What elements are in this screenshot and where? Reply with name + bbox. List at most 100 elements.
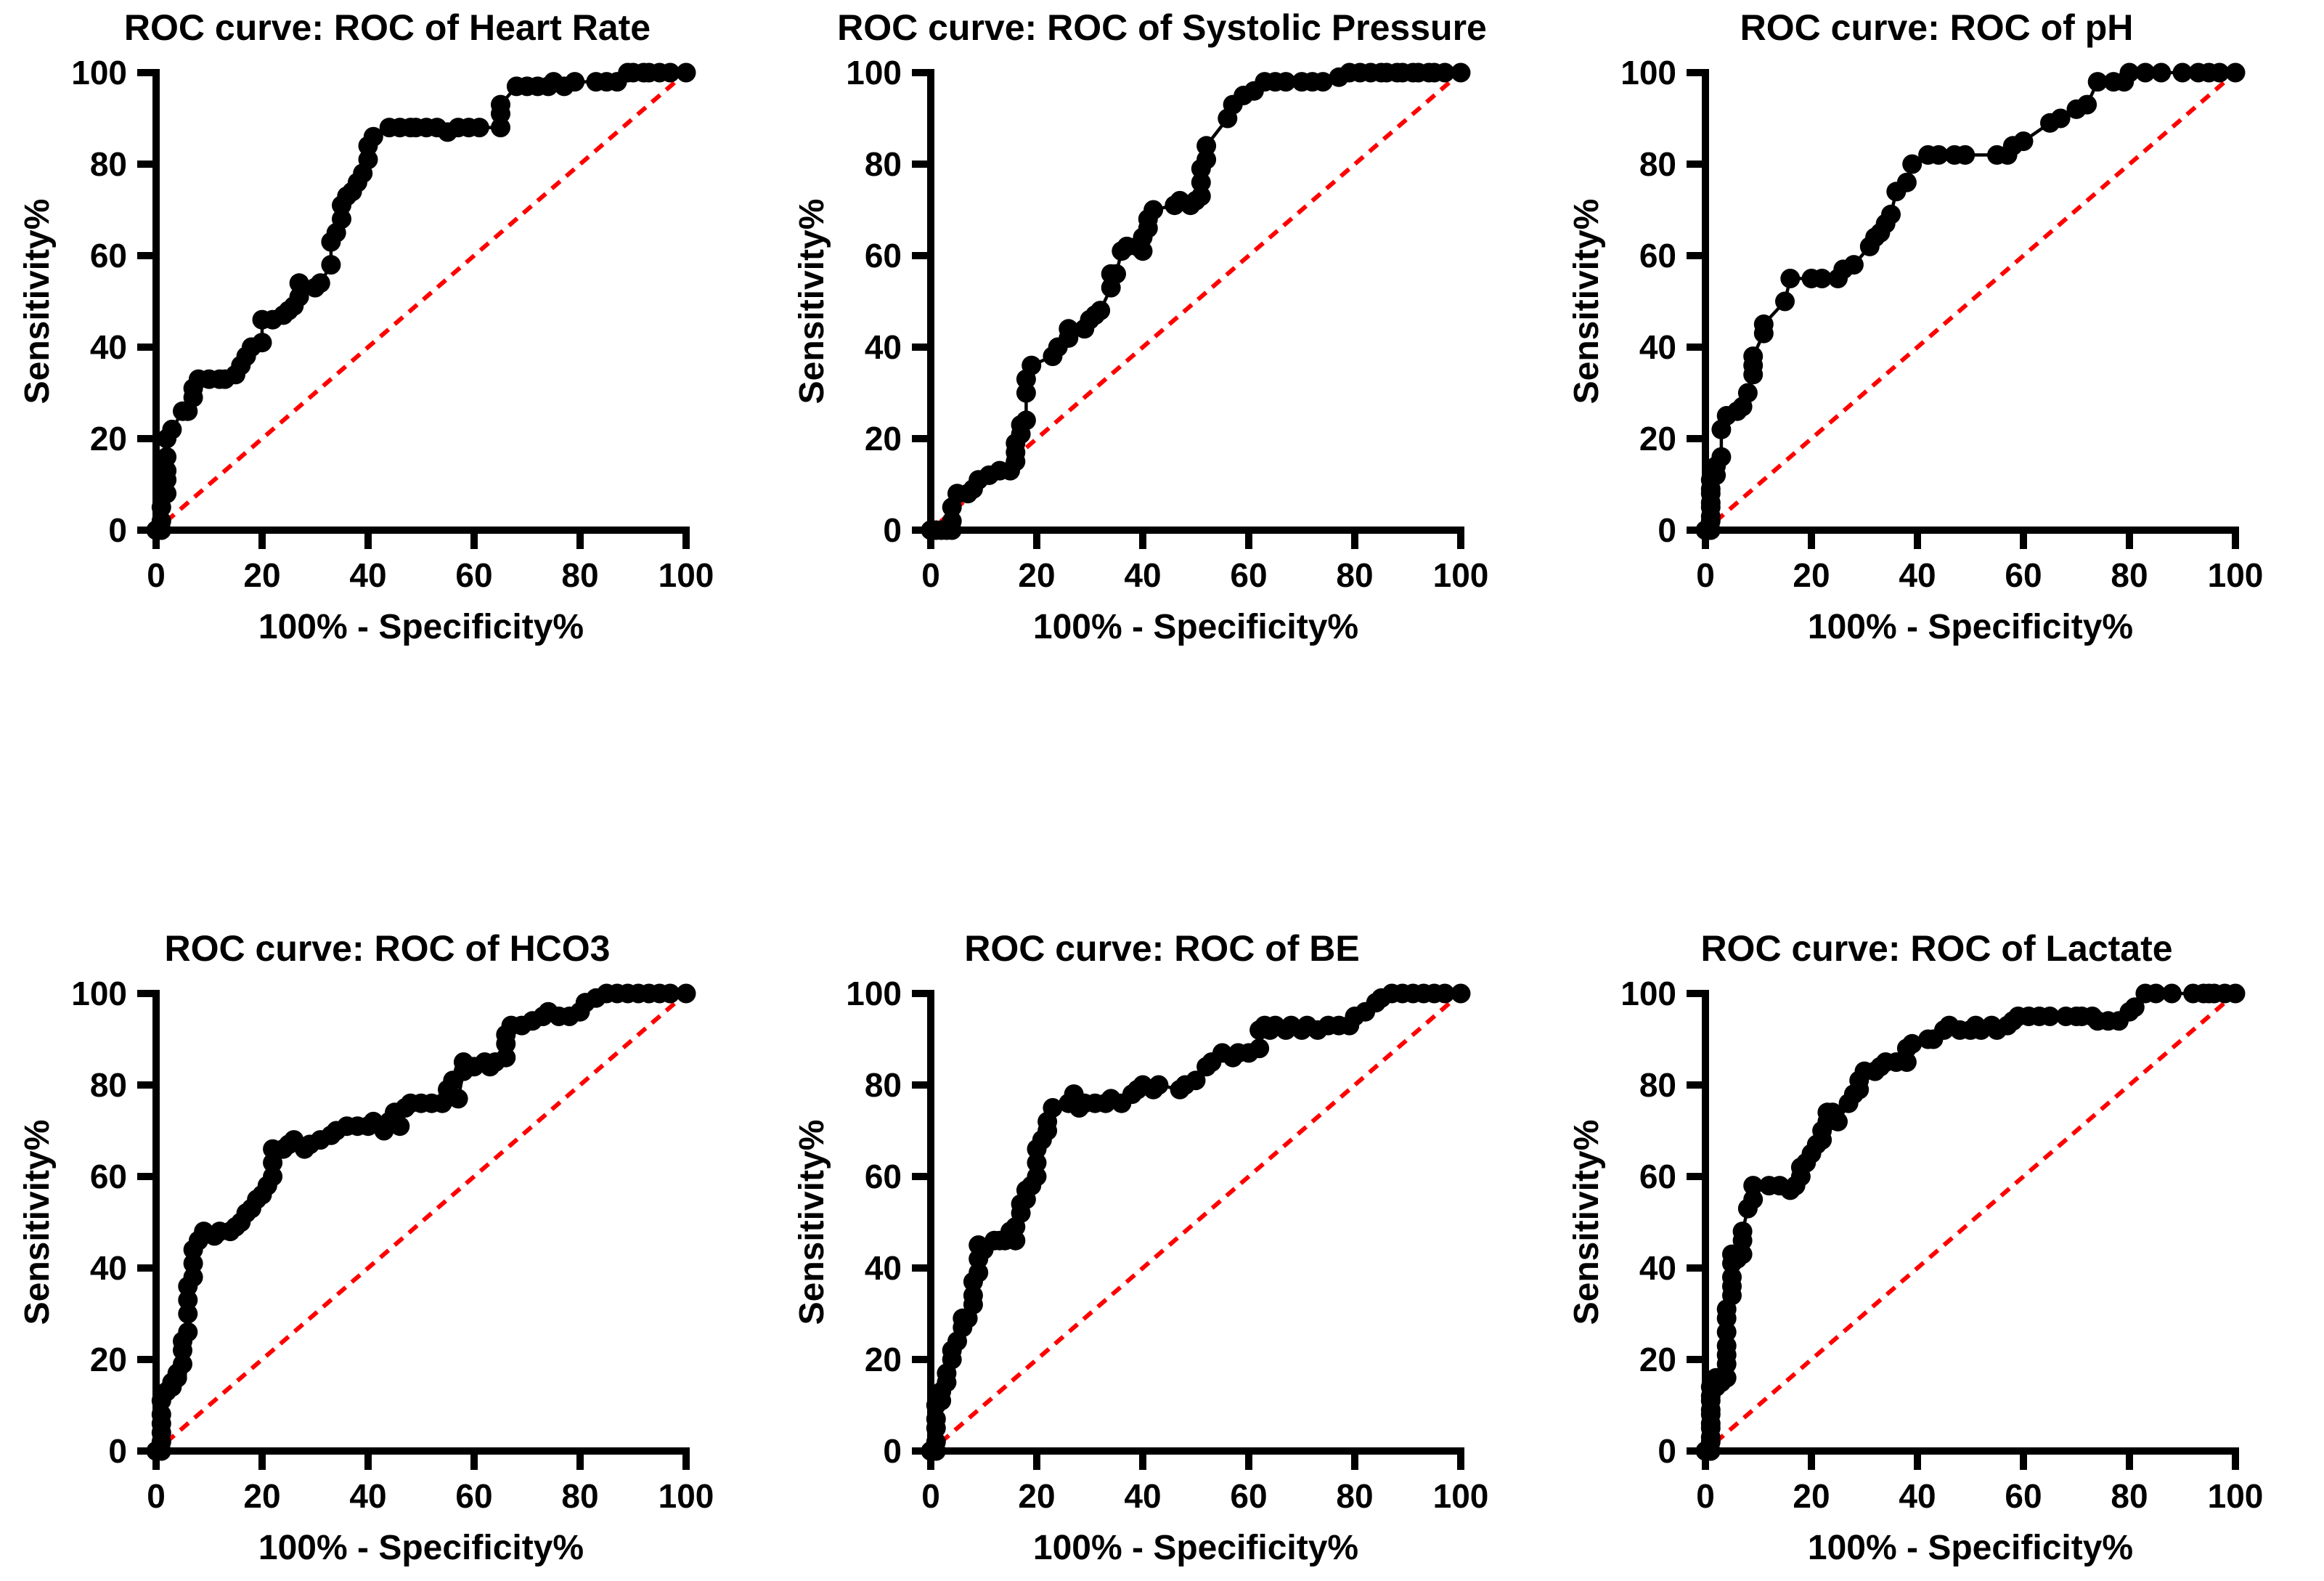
data-point: [321, 255, 341, 275]
data-point: [1753, 314, 1774, 334]
roc-chart-be: 0 20 40 60 80 100 0 20 40 60 80 100: [846, 975, 1489, 1515]
y-tick-label: 100: [846, 54, 902, 92]
y-tick-label: 20: [865, 1341, 902, 1378]
data-point: [1737, 383, 1758, 403]
data-point: [1143, 200, 1164, 220]
data-point: [2119, 62, 2140, 83]
y-tick-label: 60: [865, 1158, 902, 1195]
y-tick-label: 60: [1639, 1158, 1676, 1195]
x-tick-label: 20: [1018, 556, 1055, 594]
chart-block-systolic-pressure: ROC curve: ROC of Systolic Pressure 0 20 4…: [775, 7, 1549, 654]
data-point: [183, 1267, 203, 1288]
x-tick-label: 80: [2111, 556, 2148, 594]
data-point: [2077, 94, 2097, 115]
panel-systolic-pressure: ROC curve: ROC of Systolic Pressure 0 20 4…: [775, 0, 1549, 790]
chart-title: ROC curve: ROC of HCO3: [164, 928, 611, 969]
x-tick-label: 60: [455, 556, 492, 594]
y-tick-label: 0: [883, 1432, 902, 1470]
roc-chart-ph: 0 20 40 60 80 100 0 20 40 60 80 100: [1620, 54, 2263, 594]
x-tick-label: 40: [349, 556, 386, 594]
data-point: [252, 333, 272, 353]
data-point: [157, 460, 177, 481]
data-point: [157, 484, 177, 504]
data-point: [1828, 1111, 1848, 1131]
data-point: [469, 118, 489, 138]
axis-ticks: 0 20 40 60 80 100 0 20 40 60 80 100: [71, 54, 714, 594]
x-axis-label: 100% - Specificity%: [1807, 1529, 2134, 1567]
x-tick-label: 80: [2111, 1477, 2148, 1515]
x-axis-label: 100% - Specificity%: [258, 608, 584, 646]
data-point: [1780, 269, 1801, 288]
data-point: [491, 94, 510, 115]
data-point: [1716, 1367, 1737, 1388]
data-point: [1435, 62, 1455, 83]
data-point: [390, 1116, 410, 1137]
y-tick-label: 80: [90, 1066, 127, 1104]
data-point: [1006, 1230, 1026, 1251]
data-point: [1133, 241, 1153, 261]
data-point: [1090, 301, 1111, 321]
data-point: [1186, 1070, 1206, 1091]
x-tick-label: 60: [2005, 556, 2042, 594]
chart-block-lactate: ROC curve: ROC of Lactate 0 20 40 60 80 100 0 2…: [1549, 928, 2324, 1574]
x-tick-label: 0: [1696, 1477, 1715, 1515]
y-tick-label: 20: [90, 1341, 127, 1378]
x-tick-label: 20: [243, 556, 280, 594]
y-tick-label: 0: [108, 511, 127, 549]
y-tick-label: 80: [1639, 145, 1676, 183]
x-tick-label: 40: [1124, 1477, 1161, 1515]
y-tick-label: 40: [90, 328, 127, 366]
data-point: [2161, 983, 2182, 1004]
roc-chart-lactate: 0 20 40 60 80 100 0 20 40 60 80 100: [1620, 975, 2263, 1515]
y-tick-label: 100: [71, 975, 127, 1012]
x-tick-label: 20: [243, 1477, 280, 1515]
x-tick-label: 80: [561, 556, 598, 594]
x-tick-label: 100: [1433, 1477, 1489, 1515]
chart-block-ph: ROC curve: ROC of pH 0 20 40 60 80 100 0 20 40 60…: [1549, 7, 2324, 654]
data-point: [2225, 62, 2246, 83]
data-point: [676, 62, 696, 83]
data-point: [2050, 108, 2071, 129]
chart-title: ROC curve: ROC of Systolic Pressure: [837, 7, 1487, 48]
data-point: [448, 1089, 468, 1109]
x-tick-label: 20: [1793, 1477, 1830, 1515]
data-point: [1016, 383, 1036, 403]
data-point: [1435, 983, 1455, 1004]
data-point: [1059, 319, 1079, 339]
data-point: [183, 1253, 203, 1274]
y-tick-label: 100: [846, 975, 902, 1012]
y-tick-label: 0: [1658, 1432, 1676, 1470]
y-tick-label: 20: [1639, 1341, 1676, 1378]
data-point: [1451, 62, 1471, 83]
x-tick-label: 40: [1899, 1477, 1936, 1515]
data-point: [1902, 1033, 1923, 1054]
data-point: [1743, 1190, 1764, 1209]
x-tick-label: 60: [2005, 1477, 2042, 1515]
data-point: [2172, 62, 2193, 83]
roc-curve-line: [1705, 991, 2235, 1453]
chart-block-heart-rate: ROC curve: ROC of Heart Rate 0 20 40 60 80 10…: [0, 7, 775, 654]
x-tick-label: 100: [659, 556, 714, 594]
data-point: [2135, 62, 2156, 83]
roc-data-points: [146, 62, 696, 540]
data-point: [660, 983, 680, 1004]
x-tick-label: 100: [659, 1477, 714, 1515]
data-point: [1928, 145, 1949, 165]
y-tick-label: 40: [1639, 1249, 1676, 1287]
y-tick-label: 40: [1639, 328, 1676, 366]
chart-title: ROC curve: ROC of BE: [964, 928, 1360, 969]
y-tick-label: 100: [1620, 975, 1676, 1012]
data-point: [178, 1290, 198, 1310]
y-tick-label: 0: [108, 1432, 127, 1470]
y-axis-label: Sensitivity%: [1567, 1119, 1606, 1325]
y-axis-label: Sensitivity%: [793, 1119, 831, 1325]
axes: [1702, 990, 2239, 1455]
data-point: [1812, 269, 1832, 288]
data-point: [1743, 346, 1764, 367]
y-tick-label: 100: [1620, 54, 1676, 92]
x-axis-label: 100% - Specificity%: [1032, 608, 1359, 646]
data-point: [1743, 1176, 1764, 1196]
data-point: [1775, 291, 1795, 312]
axis-ticks: 0 20 40 60 80 100 0 20 40 60 80 100: [846, 54, 1488, 594]
data-point: [2151, 62, 2172, 83]
